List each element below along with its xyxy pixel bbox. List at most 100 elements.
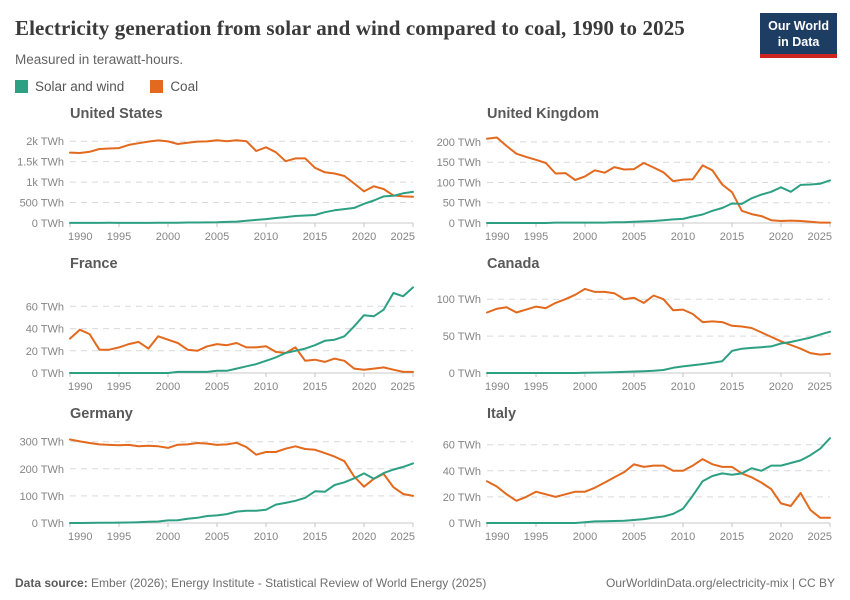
- legend-label-coal: Coal: [170, 78, 199, 94]
- y-axis-tick-label: 20 TWh: [26, 346, 64, 358]
- x-axis-tick-label: 1995: [524, 531, 548, 543]
- data-source-label: Data source:: [15, 576, 88, 590]
- chart-subtitle: Measured in terawatt-hours.: [15, 51, 184, 67]
- series-line-coal: [69, 139, 414, 198]
- chart-panel-france: France 0 TWh 20 TWh 40 TWh 60 TWh 1990 1995 200…: [12, 256, 421, 397]
- small-multiples-grid: United States 0 TWh 500 TWh 1k TWh 1.5k TWh 2…: [0, 106, 850, 547]
- x-axis-tick-label: 2020: [769, 381, 793, 393]
- y-axis-tick-label: 40 TWh: [443, 466, 481, 478]
- x-axis-tick-label: 2015: [303, 231, 327, 243]
- x-axis-tick-label: 2005: [622, 531, 646, 543]
- x-axis-tick-label: 2015: [720, 381, 744, 393]
- x-axis-tick-label: 1990: [68, 531, 92, 543]
- y-axis-tick-label: 100 TWh: [437, 294, 481, 306]
- x-axis-tick-label: 2005: [205, 531, 229, 543]
- x-axis-tick-label: 2025: [391, 231, 415, 243]
- x-axis-tick-label: 2010: [671, 231, 695, 243]
- license-text: | CC BY: [788, 576, 835, 590]
- owid-logo: Our World in Data: [760, 13, 837, 59]
- chart-canvas-italy: 0 TWh 20 TWh 40 TWh 60 TWh 1990 1995 2000 2005 2…: [443, 437, 832, 543]
- x-axis-tick-label: 2000: [156, 231, 180, 243]
- x-axis-tick-label: 2020: [769, 231, 793, 243]
- owid-url-link[interactable]: OurWorldinData.org/electricity-mix: [606, 576, 789, 590]
- x-axis-tick-label: 2010: [671, 381, 695, 393]
- y-axis-tick-label: 200 TWh: [20, 464, 64, 476]
- chart-canvas-france: 0 TWh 20 TWh 40 TWh 60 TWh 1990 1995 2000 2005 2…: [26, 286, 415, 393]
- panel-title-italy: Italy: [487, 405, 517, 422]
- y-axis-tick-label: 300 TWh: [20, 437, 64, 449]
- y-axis-tick-label: 60 TWh: [443, 440, 481, 452]
- x-axis-tick-label: 1995: [107, 381, 131, 393]
- chart-header: Electricity generation from solar and wi…: [0, 0, 850, 67]
- x-axis-tick-label: 2015: [720, 531, 744, 543]
- x-axis-tick-label: 2010: [254, 531, 278, 543]
- series-line-coal: [486, 136, 831, 224]
- x-axis-tick-label: 1995: [107, 531, 131, 543]
- x-axis-tick-label: 1990: [485, 231, 509, 243]
- series-line-coal: [486, 287, 831, 356]
- series-line-solar-and-wind: [486, 330, 831, 374]
- chart-canvas-united-states: 0 TWh 500 TWh 1k TWh 1.5k TWh 2k TWh 1990 1995…: [17, 136, 415, 243]
- series-line-coal: [486, 458, 831, 519]
- y-axis-tick-label: 0 TWh: [32, 368, 64, 380]
- x-axis-tick-label: 2010: [254, 381, 278, 393]
- chart-panel-germany: Germany 0 TWh 100 TWh 200 TWh 300 TWh 1990 199…: [12, 406, 421, 547]
- series-line-coal: [69, 328, 414, 373]
- y-axis-tick-label: 50 TWh: [443, 331, 481, 343]
- panel-title-germany: Germany: [70, 405, 133, 422]
- x-axis-tick-label: 2010: [254, 231, 278, 243]
- x-axis-tick-label: 2000: [156, 381, 180, 393]
- x-axis-tick-label: 2010: [671, 531, 695, 543]
- legend-item-coal: Coal: [150, 79, 198, 94]
- footer-attribution: OurWorldinData.org/electricity-mix | CC …: [606, 576, 835, 590]
- x-axis-tick-label: 2000: [573, 531, 597, 543]
- y-axis-tick-label: 100 TWh: [437, 177, 481, 189]
- x-axis-tick-label: 2005: [622, 381, 646, 393]
- y-axis-tick-label: 0 TWh: [449, 368, 481, 380]
- x-axis-tick-label: 2020: [352, 231, 376, 243]
- chart-panel-united-kingdom: United Kingdom 0 TWh 50 TWh 100 TWh 150 TWh 2…: [429, 106, 838, 247]
- y-axis-tick-label: 0 TWh: [449, 218, 481, 230]
- x-axis-tick-label: 2020: [352, 531, 376, 543]
- x-axis-tick-label: 1995: [524, 381, 548, 393]
- x-axis-tick-label: 1990: [68, 381, 92, 393]
- panel-title-united-kingdom: United Kingdom: [487, 105, 599, 122]
- series-line-coal: [69, 438, 414, 497]
- x-axis-tick-label: 2025: [391, 381, 415, 393]
- x-axis-tick-label: 2015: [303, 381, 327, 393]
- chart-legend: Solar and wind Coal: [15, 79, 850, 94]
- coal-swatch-icon: [150, 79, 164, 93]
- y-axis-tick-label: 0 TWh: [32, 218, 64, 230]
- x-axis-tick-label: 2000: [156, 531, 180, 543]
- x-axis-tick-label: 2020: [769, 531, 793, 543]
- series-line-solar-and-wind: [69, 190, 414, 224]
- x-axis-tick-label: 1995: [524, 231, 548, 243]
- legend-item-solar-and-wind: Solar and wind: [15, 79, 124, 94]
- x-axis-tick-label: 2025: [808, 231, 832, 243]
- y-axis-tick-label: 50 TWh: [443, 198, 481, 210]
- chart-canvas-germany: 0 TWh 100 TWh 200 TWh 300 TWh 1990 1995 2000 20…: [20, 437, 415, 543]
- chart-canvas-united-kingdom: 0 TWh 50 TWh 100 TWh 150 TWh 200 TWh 1990 1995…: [437, 136, 832, 243]
- panel-title-france: France: [70, 255, 118, 272]
- series-line-solar-and-wind: [69, 286, 414, 374]
- x-axis-tick-label: 2020: [352, 381, 376, 393]
- y-axis-tick-label: 40 TWh: [26, 324, 64, 336]
- chart-panel-canada: Canada 0 TWh 50 TWh 100 TWh 1990 1995 2000 2005…: [429, 256, 838, 397]
- legend-label-solar-and-wind: Solar and wind: [35, 78, 125, 94]
- x-axis-tick-label: 2025: [391, 531, 415, 543]
- y-axis-tick-label: 500 TWh: [20, 197, 64, 209]
- data-source-note: Data source: Ember (2026); Energy Instit…: [15, 576, 486, 590]
- x-axis-tick-label: 1990: [485, 381, 509, 393]
- panel-title-united-states: United States: [70, 105, 163, 122]
- x-axis-tick-label: 2015: [720, 231, 744, 243]
- y-axis-tick-label: 0 TWh: [32, 518, 64, 530]
- chart-panel-united-states: United States 0 TWh 500 TWh 1k TWh 1.5k TWh 2…: [12, 106, 421, 247]
- x-axis-tick-label: 2000: [573, 381, 597, 393]
- y-axis-tick-label: 150 TWh: [437, 157, 481, 169]
- y-axis-tick-label: 1.5k TWh: [17, 157, 64, 169]
- chart-title: Electricity generation from solar and wi…: [15, 16, 685, 40]
- x-axis-tick-label: 2025: [808, 381, 832, 393]
- owid-logo-line1: Our World: [768, 19, 829, 33]
- series-line-solar-and-wind: [486, 179, 831, 224]
- y-axis-tick-label: 20 TWh: [443, 492, 481, 504]
